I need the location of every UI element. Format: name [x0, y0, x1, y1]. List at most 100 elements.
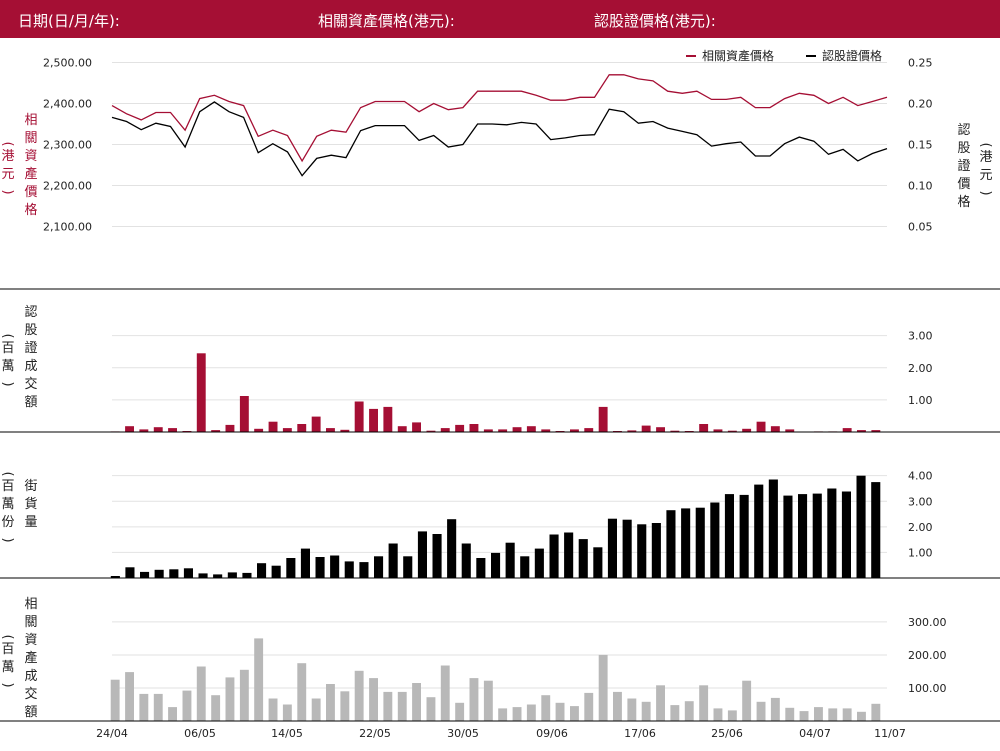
price-left-tick: 2,300.00 — [43, 139, 92, 152]
underlying-turnover-bar — [397, 691, 407, 721]
warrant-turnover-bar — [268, 421, 278, 432]
outstanding-bar — [403, 556, 413, 578]
outstanding-bar — [754, 484, 764, 578]
outstanding-bar — [812, 493, 822, 578]
price-right-tick: 0.15 — [908, 139, 933, 152]
outstanding-bar — [651, 523, 661, 578]
header-bar: 日期(日/月/年): 相關資產價格(港元): 認股證價格(港元): — [0, 0, 1000, 38]
outstanding-bar — [461, 543, 471, 578]
underlying-turnover-bar — [340, 691, 350, 721]
price-left-tick: 2,200.00 — [43, 180, 92, 193]
warrant-turnover-bar — [670, 430, 680, 432]
warrant-turnover-bar — [742, 428, 752, 432]
warrant-turnover-bar — [297, 424, 307, 432]
underlying-price-label: 相關資產價格(港元): — [318, 12, 455, 30]
warrant-turnover-bar — [168, 428, 177, 432]
outstanding-bar — [827, 488, 837, 578]
price-right-axis-paren-close: ) — [978, 190, 993, 195]
warrant-price-label: 認股證價格(港元): — [594, 12, 716, 30]
outstanding-bar — [637, 524, 647, 578]
outstanding-bar — [242, 572, 252, 578]
outstanding-bar — [227, 572, 237, 578]
outstanding-bar — [198, 573, 208, 578]
underlying-turnover-bar — [814, 707, 823, 721]
warrant-turnover-bar — [153, 427, 163, 432]
warrant-turnover-bar — [770, 426, 780, 432]
outstanding-axis-unit-char: 份 — [1, 515, 14, 530]
underlying-turnover-bar — [770, 697, 780, 721]
outstanding-bar — [344, 561, 354, 578]
warrant-turnover-bar — [426, 430, 436, 432]
outstanding-bar — [798, 494, 808, 578]
warrant-turnover-bar — [383, 406, 393, 432]
warrant-turnover-bar — [756, 421, 766, 432]
outstanding-bar — [125, 567, 135, 578]
underlying-turnover-axis-unit-char: 萬 — [1, 660, 14, 675]
warrant-turnover-axis-unit-char: 萬 — [1, 359, 14, 374]
warrant-turnover-bar — [239, 396, 249, 432]
outstanding-bar — [359, 562, 369, 578]
warrant-turnover-bar — [584, 428, 594, 432]
outstanding-bar — [300, 548, 310, 578]
outstanding-bar — [520, 556, 530, 578]
price-left-axis-label-char: 相 — [24, 113, 37, 128]
warrant-turnover-tick: 2.00 — [908, 362, 933, 375]
price-left-axis-label-char: 價 — [24, 185, 37, 200]
underlying-turnover-bar — [211, 695, 221, 721]
warrant-turnover-bar — [397, 426, 407, 432]
outstanding-bar — [388, 543, 398, 578]
outstanding-bar — [549, 534, 559, 578]
price-right-axis-label-char: 格 — [957, 194, 970, 210]
x-tick-label: 09/06 — [536, 727, 568, 740]
warrant-turnover-bar — [196, 353, 206, 432]
outstanding-bar — [666, 510, 676, 578]
price-left-tick: 2,500.00 — [43, 57, 92, 70]
outstanding-bar — [476, 558, 486, 578]
x-tick-label: 06/05 — [184, 727, 216, 740]
warrant-turnover-bar — [656, 427, 665, 432]
x-tick-label: 17/06 — [624, 727, 656, 740]
price-right-axis-unit: 港元 — [979, 150, 992, 183]
outstanding-bar — [710, 502, 720, 578]
underlying-turnover-bar — [354, 670, 364, 721]
underlying-turnover-tick: 200.00 — [908, 649, 947, 662]
underlying-turnover-bar — [799, 711, 809, 721]
outstanding-bar — [271, 565, 281, 578]
price-left-tick: 2,400.00 — [43, 98, 92, 111]
outstanding-bar — [593, 547, 603, 578]
price-right-tick: 0.05 — [908, 221, 933, 234]
outstanding-bar — [183, 568, 193, 578]
underlying-turnover-bar — [641, 701, 651, 721]
warrant-turnover-axis-unit-char: 百 — [1, 341, 14, 356]
warrant-turnover-bar — [526, 426, 536, 432]
outstanding-bar — [140, 571, 150, 578]
underlying-turnover-bar — [412, 683, 421, 721]
underlying-turnover-axis-label-char: 相 — [24, 597, 37, 612]
underlying-turnover-bar — [282, 704, 292, 721]
x-tick-label: 24/04 — [96, 727, 128, 740]
warrant-turnover-bar — [225, 424, 235, 432]
outstanding-bar — [534, 548, 544, 578]
underlying-turnover-axis-label-char: 交 — [24, 686, 37, 702]
warrant-turnover-axis-label-char: 額 — [24, 395, 37, 410]
price-left-axis-label-char: 資 — [24, 149, 37, 164]
outstanding-bar — [856, 475, 866, 578]
underlying-turnover-bar — [225, 677, 235, 721]
price-right-axis-label: 認股證價格 — [957, 122, 970, 210]
underlying-turnover-bar — [857, 711, 866, 721]
underlying-turnover-bar — [125, 672, 134, 721]
outstanding-bar — [447, 519, 457, 578]
warrant-turnover-axis-label-char: 成 — [24, 359, 37, 374]
warrant-turnover-bar — [340, 429, 350, 432]
outstanding-bar — [724, 494, 734, 578]
underlying-turnover-bar — [828, 708, 838, 721]
outstanding-bar — [505, 542, 515, 578]
outstanding-axis-label: 街貨量 — [24, 479, 37, 530]
warrant-turnover-bar — [570, 429, 579, 432]
price-left-axis-label-char: 格 — [24, 202, 37, 218]
warrant-turnover-bar — [727, 430, 737, 432]
underlying-turnover-bar — [613, 691, 622, 721]
warrant-turnover-bar — [541, 429, 551, 432]
price-right-axis-label-char: 股 — [957, 141, 970, 156]
